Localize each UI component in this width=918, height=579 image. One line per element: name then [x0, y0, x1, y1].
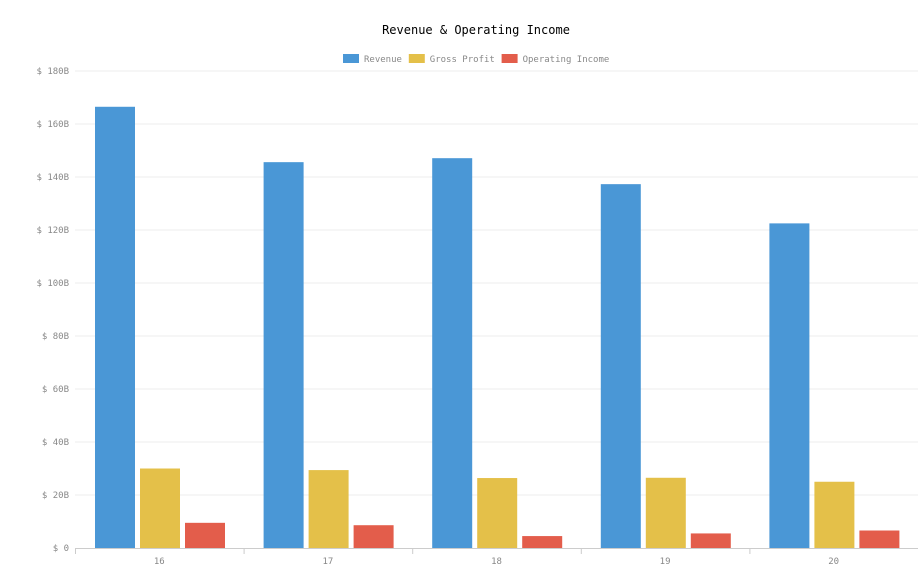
bar-series	[95, 106, 900, 549]
bar-gross-profit[interactable]	[477, 478, 518, 548]
x-tick-label: 19	[660, 557, 671, 567]
bar-operating-income[interactable]	[690, 533, 731, 548]
legend-swatch	[343, 54, 359, 63]
legend-item[interactable]: Operating Income	[501, 54, 610, 65]
bar-revenue[interactable]	[263, 162, 304, 548]
x-tick-label: 17	[322, 557, 333, 567]
bar-operating-income[interactable]	[522, 536, 563, 548]
legend-swatch	[501, 54, 518, 63]
y-tick-label: $ 20B	[42, 491, 69, 501]
bar-operating-income[interactable]	[353, 525, 394, 548]
bar-gross-profit[interactable]	[308, 470, 349, 548]
bar-gross-profit[interactable]	[645, 477, 686, 548]
bar-gross-profit[interactable]	[140, 468, 180, 549]
y-tick-label: $ 0	[53, 544, 69, 554]
y-tick-label: $ 160B	[36, 120, 69, 130]
legend-item[interactable]: Revenue	[343, 54, 402, 65]
y-tick-label: $ 120B	[36, 226, 69, 236]
legend: Revenue Gross Profit Operating Income	[343, 54, 609, 65]
bar-gross-profit[interactable]	[814, 481, 855, 548]
legend-label: Operating Income	[523, 55, 610, 65]
x-axis: 16 17 18 19 20	[75, 548, 918, 567]
y-axis: $ 0 $ 20B $ 40B $ 60B $ 80B $ 100B $ 120B $ 140…	[36, 67, 69, 554]
legend-label: Gross Profit	[430, 55, 495, 65]
bar-revenue[interactable]	[432, 158, 473, 548]
y-tick-label: $ 100B	[36, 279, 69, 289]
bar-revenue[interactable]	[95, 106, 135, 549]
x-tick-label: 20	[828, 557, 839, 567]
bar-revenue[interactable]	[600, 184, 641, 548]
x-tick-label: 18	[491, 557, 502, 567]
bar-operating-income[interactable]	[185, 522, 225, 548]
y-tick-label: $ 60B	[42, 385, 69, 395]
legend-item[interactable]: Gross Profit	[408, 54, 495, 65]
y-tick-label: $ 80B	[42, 332, 69, 342]
y-tick-label: $ 40B	[42, 438, 69, 448]
bar-operating-income[interactable]	[859, 530, 900, 548]
grid-lines	[75, 70, 918, 496]
y-tick-label: $ 140B	[36, 173, 69, 183]
x-tick-label: 16	[154, 557, 165, 567]
bar-revenue[interactable]	[769, 223, 810, 548]
chart-title: Revenue & Operating Income	[382, 23, 570, 37]
legend-label: Revenue	[364, 55, 402, 65]
legend-swatch	[408, 54, 425, 63]
y-tick-label: $ 180B	[36, 67, 69, 77]
